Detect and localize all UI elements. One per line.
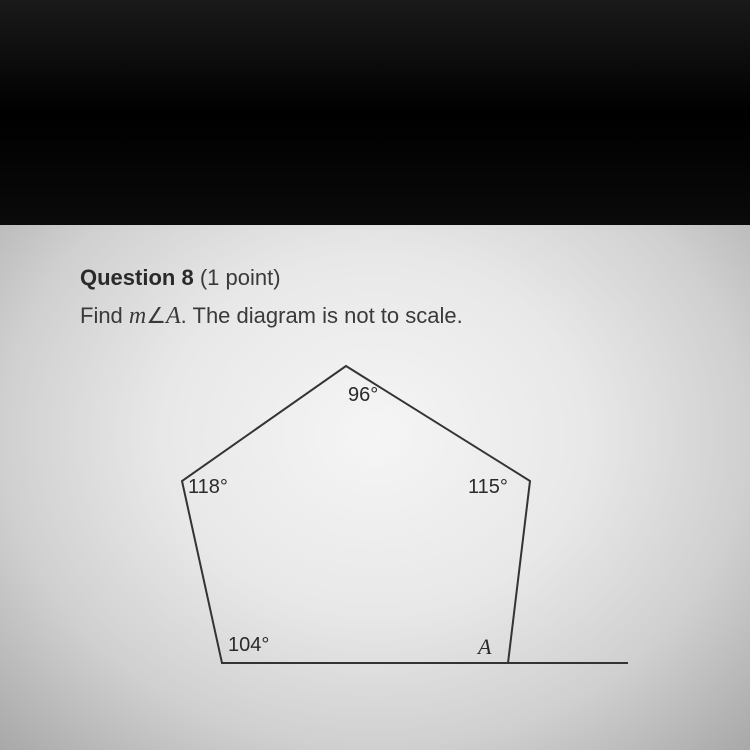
top-black-bar [0,0,750,225]
angle-m: m [129,303,146,329]
angle-115: 115° [468,476,508,499]
question-number: 8 [181,265,193,290]
pentagon-svg [130,346,630,716]
prompt-prefix: Find [80,303,129,328]
content-area: Question 8 (1 point) Find m∠A. The diagr… [0,225,750,750]
vertex-a-label: A [478,634,491,660]
angle-96: 96° [348,384,378,407]
question-header: Question 8 (1 point) [80,265,750,291]
prompt-suffix: . The diagram is not to scale. [181,303,463,328]
angle-name: A [166,303,181,329]
pentagon-shape [182,366,530,663]
prompt-text: Find m∠A. The diagram is not to scale. [80,303,750,330]
pentagon-diagram: 96° 115° 118° 104° A [130,346,630,716]
angle-symbol: ∠ [146,303,166,328]
question-points: (1 point) [200,265,281,290]
question-label: Question [80,265,175,290]
angle-118: 118° [188,476,228,499]
angle-104: 104° [228,634,269,657]
